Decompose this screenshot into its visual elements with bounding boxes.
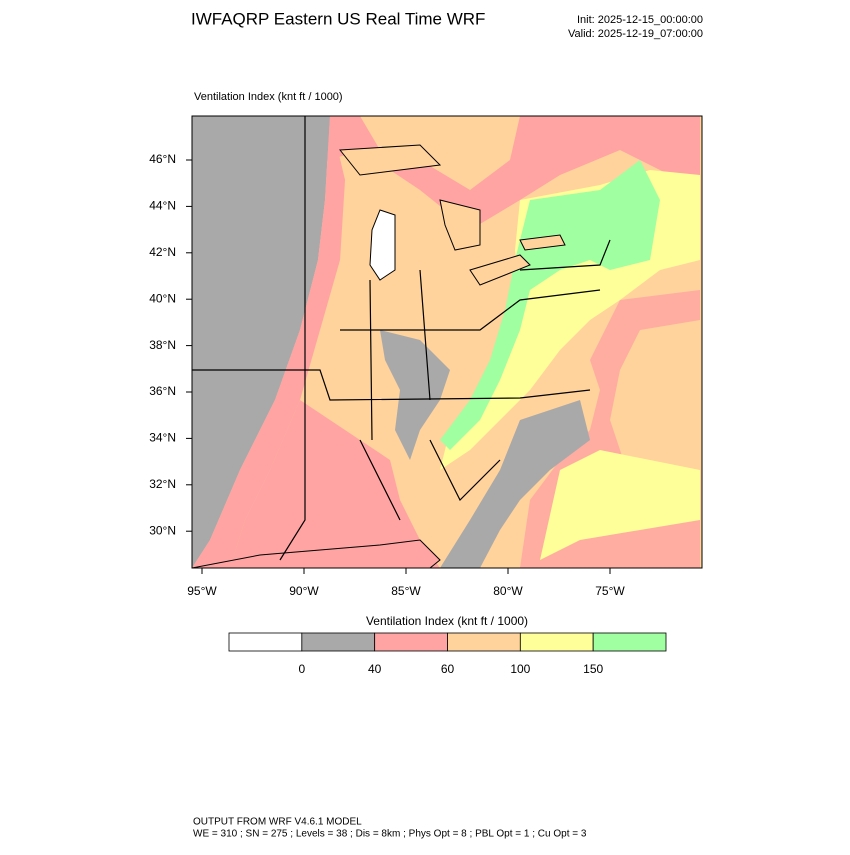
colorbar: 0 40 60 100 150 — [228, 632, 667, 676]
valid-time: Valid: 2025-12-19_07:00:00 — [568, 28, 703, 40]
legend-title: Ventilation Index (knt ft / 1000) — [366, 614, 528, 628]
map — [192, 116, 702, 568]
lat-label: 40°N — [149, 291, 176, 305]
colorbar-box — [592, 632, 667, 652]
colorbar-box — [374, 632, 448, 652]
colorbar-box — [301, 632, 376, 652]
lat-label: 46°N — [149, 152, 176, 166]
map-frame — [191, 115, 703, 569]
footer-line: WE = 310 ; SN = 275 ; Levels = 38 ; Dis … — [193, 829, 587, 840]
lon-label: 95°W — [187, 584, 217, 598]
lat-label: 30°N — [149, 523, 176, 537]
lon-label: 80°W — [493, 584, 523, 598]
lat-label: 36°N — [149, 384, 176, 398]
colorbar-label: 150 — [583, 662, 603, 676]
lat-labels: 46°N 44°N 42°N 40°N 38°N 36°N 34°N 32°N 30°N — [149, 152, 192, 537]
colorbar-box — [228, 632, 303, 652]
map-subtitle: Ventilation Index (knt ft / 1000) — [194, 91, 343, 103]
lat-label: 42°N — [149, 245, 176, 259]
lat-label: 38°N — [149, 338, 176, 352]
colorbar-label: 0 — [298, 662, 305, 676]
lon-label: 75°W — [595, 584, 625, 598]
lat-label: 32°N — [149, 477, 176, 491]
init-time: Init: 2025-12-15_00:00:00 — [577, 14, 703, 26]
lat-label: 44°N — [149, 199, 176, 213]
title: IWFAQRP Eastern US Real Time WRF — [191, 9, 485, 28]
colorbar-label: 60 — [441, 662, 455, 676]
colorbar-box — [447, 632, 521, 652]
colorbar-label: 40 — [368, 662, 382, 676]
lon-label: 85°W — [391, 584, 421, 598]
colorbar-label: 100 — [510, 662, 530, 676]
lon-label: 90°W — [289, 584, 319, 598]
lon-labels: 95°W 90°W 85°W 80°W 75°W — [187, 568, 625, 598]
lat-label: 34°N — [149, 431, 176, 445]
footer-line: OUTPUT FROM WRF V4.6.1 MODEL — [193, 817, 362, 828]
colorbar-box — [519, 632, 594, 652]
